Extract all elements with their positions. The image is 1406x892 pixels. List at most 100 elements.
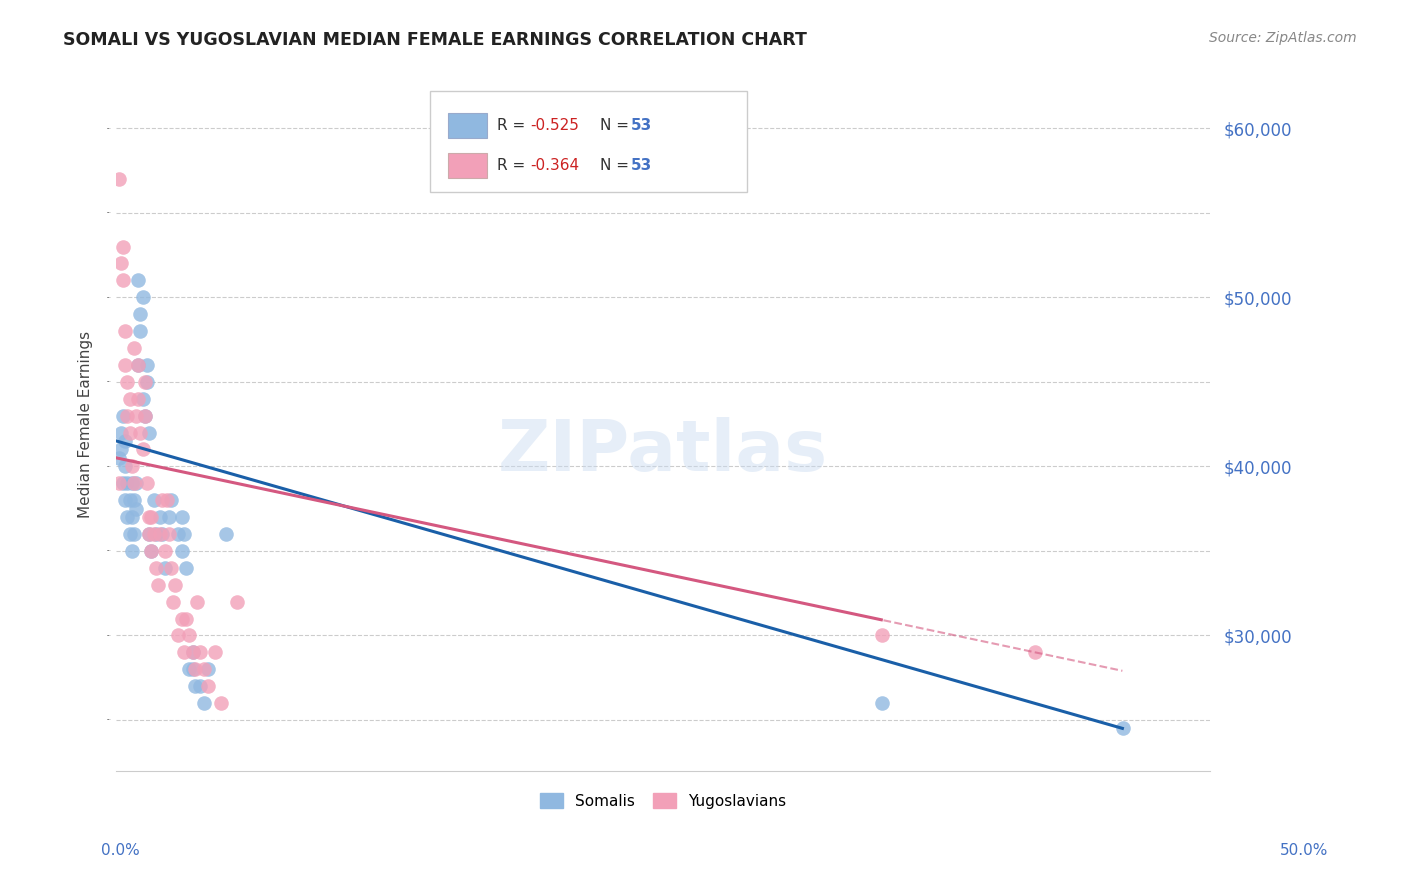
Point [177, 662, 200, 676]
Text: Source: ZipAtlas.com: Source: ZipAtlas.com [1209, 31, 1357, 45]
Point [166, 628, 188, 642]
Text: -0.525: -0.525 [530, 118, 579, 133]
Point [870, 696, 893, 710]
Point [162, 594, 184, 608]
Point [117, 375, 139, 389]
Point [149, 510, 172, 524]
Point [160, 561, 183, 575]
Point [131, 442, 153, 457]
Point [173, 527, 195, 541]
Point [157, 527, 180, 541]
Point [146, 577, 169, 591]
Point [204, 645, 226, 659]
Point [215, 527, 238, 541]
Point [186, 594, 208, 608]
Point [127, 273, 149, 287]
Point [121, 544, 143, 558]
Point [129, 425, 152, 440]
Text: -0.364: -0.364 [530, 158, 579, 173]
Point [166, 527, 188, 541]
Point [225, 594, 247, 608]
Point [127, 358, 149, 372]
Point [136, 358, 159, 372]
Point [118, 527, 141, 541]
Point [141, 544, 163, 558]
Point [117, 476, 139, 491]
Point [142, 493, 165, 508]
Point [134, 409, 156, 423]
Point [134, 409, 156, 423]
Point [111, 273, 134, 287]
Point [170, 544, 193, 558]
Point [170, 611, 193, 625]
Point [184, 662, 207, 676]
Point [156, 493, 179, 508]
Point [181, 662, 204, 676]
FancyBboxPatch shape [447, 112, 486, 137]
Point [136, 476, 159, 491]
Point [141, 510, 163, 524]
Point [117, 510, 139, 524]
Point [209, 696, 232, 710]
Point [127, 358, 149, 372]
Point [110, 256, 132, 270]
Point [138, 527, 160, 541]
Point [129, 307, 152, 321]
FancyBboxPatch shape [430, 91, 748, 192]
Point [111, 409, 134, 423]
Point [157, 510, 180, 524]
Point [125, 501, 148, 516]
Point [131, 392, 153, 406]
Point [125, 476, 148, 491]
Point [141, 544, 163, 558]
Point [118, 425, 141, 440]
Point [111, 239, 134, 253]
Point [193, 662, 215, 676]
Point [138, 510, 160, 524]
Point [134, 375, 156, 389]
Point [136, 375, 159, 389]
Point [127, 392, 149, 406]
Point [188, 679, 211, 693]
Point [138, 425, 160, 440]
Point [114, 434, 136, 448]
Point [193, 696, 215, 710]
Point [170, 510, 193, 524]
Point [176, 611, 198, 625]
Point [181, 645, 204, 659]
Point [150, 493, 173, 508]
Point [165, 577, 187, 591]
Text: SOMALI VS YUGOSLAVIAN MEDIAN FEMALE EARNINGS CORRELATION CHART: SOMALI VS YUGOSLAVIAN MEDIAN FEMALE EARN… [63, 31, 807, 49]
Text: R =: R = [496, 118, 530, 133]
Point [122, 527, 145, 541]
Point [197, 679, 219, 693]
Point [188, 645, 211, 659]
Text: N =: N = [600, 118, 634, 133]
Point [870, 628, 893, 642]
Point [142, 527, 165, 541]
Point [129, 324, 152, 338]
Point [111, 476, 134, 491]
Point [107, 450, 129, 465]
Point [114, 493, 136, 508]
FancyBboxPatch shape [447, 153, 486, 178]
Point [149, 527, 172, 541]
Point [122, 476, 145, 491]
Text: 53: 53 [630, 118, 651, 133]
Point [122, 493, 145, 508]
Text: 53: 53 [630, 158, 651, 173]
Point [176, 561, 198, 575]
Point [117, 409, 139, 423]
Point [145, 527, 167, 541]
Text: ZIPatlas: ZIPatlas [498, 417, 828, 486]
Point [150, 527, 173, 541]
Point [121, 459, 143, 474]
Point [125, 409, 148, 423]
Point [177, 628, 200, 642]
Point [122, 341, 145, 355]
Point [107, 476, 129, 491]
Point [173, 645, 195, 659]
Legend: Somalis, Yugoslavians: Somalis, Yugoslavians [534, 788, 793, 815]
Point [110, 425, 132, 440]
Point [184, 679, 207, 693]
